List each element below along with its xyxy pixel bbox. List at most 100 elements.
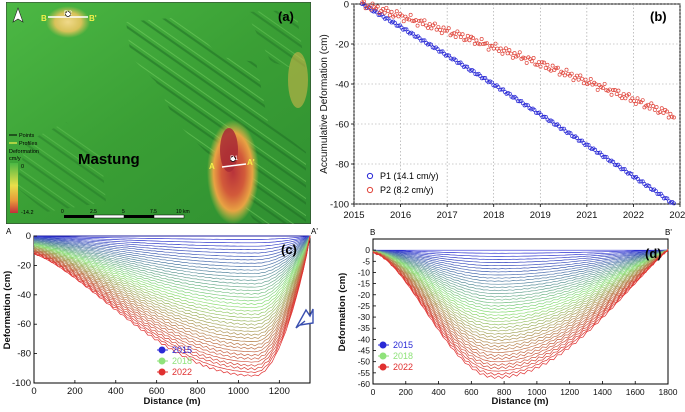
- legend-label-p1: P1 (14.1 cm/y): [380, 171, 439, 181]
- scale-2.5: 2.5: [90, 209, 97, 215]
- p2-point: [550, 63, 555, 68]
- p1-point: [671, 201, 676, 206]
- profile-line: [33, 236, 311, 285]
- p2-point: [450, 31, 455, 36]
- profile-line: [372, 249, 669, 304]
- profile-line: [33, 235, 311, 295]
- p2-point: [387, 13, 392, 18]
- mountain-ridges: [126, 17, 306, 224]
- p2-point: [443, 28, 448, 33]
- p1-point: [411, 31, 415, 36]
- profile-lines-d: [372, 248, 669, 379]
- x-ticks-d: 0 200 400 600 800 1000 1200 1400 1600 1800: [371, 381, 678, 397]
- p2-point: [413, 18, 418, 23]
- p2-point: [393, 13, 398, 18]
- deformation-zone-ne: [288, 52, 308, 108]
- p1-point: [499, 87, 504, 92]
- p2-point: [465, 33, 470, 38]
- p2-point: [436, 25, 441, 30]
- legend-d-marker-2018: [379, 352, 387, 360]
- p1-point: [603, 154, 607, 159]
- profile-line: [33, 235, 311, 360]
- p2-point: [439, 31, 444, 36]
- profile-line: [372, 250, 669, 335]
- x-tick-label: 2023: [669, 210, 685, 221]
- point-p2-label: P2: [64, 10, 72, 17]
- p2-point: [540, 60, 545, 65]
- profile-line: [34, 235, 311, 357]
- map-canvas: P1 P2 A A' B B' Mastung (a) Points Profi…: [5, 1, 312, 225]
- p1-point: [639, 179, 644, 184]
- p2-point: [609, 92, 614, 97]
- p2-point: [427, 22, 432, 26]
- y-tick-label: -20: [17, 260, 31, 271]
- p2-point: [474, 38, 479, 43]
- p2-point: [535, 62, 540, 67]
- profile-d-end: B': [665, 228, 672, 237]
- p1-point: [384, 16, 389, 21]
- p1-point: [420, 38, 425, 43]
- p1-point: [438, 49, 443, 54]
- p2-point: [460, 32, 465, 37]
- p1-point: [586, 143, 591, 148]
- p1-point: [360, 2, 365, 6]
- p2-point: [611, 88, 616, 93]
- x-tick-label: 1800: [659, 387, 678, 397]
- p1-point: [465, 64, 470, 69]
- points-b: [360, 0, 676, 206]
- legend-c-2018: 2018: [172, 356, 192, 366]
- profile-line: [33, 235, 311, 261]
- profile-line: [33, 235, 311, 319]
- profile-line: [372, 249, 668, 257]
- profile-line: [372, 249, 669, 329]
- profile-line: [33, 235, 311, 271]
- p2-point: [464, 37, 469, 42]
- profile-c-start: A: [6, 227, 12, 236]
- profile-line: [33, 235, 311, 340]
- p2-point: [531, 56, 536, 60]
- p2-point: [666, 115, 671, 120]
- legend-marker-p1: [366, 172, 374, 180]
- y-tick-label: -60: [335, 120, 349, 131]
- y-tick-label: -40: [358, 334, 371, 344]
- p2-point: [658, 110, 662, 114]
- p2-point: [602, 81, 607, 86]
- p2-point: [488, 43, 493, 48]
- x-ticks-b: 2015 2016 2017 2018 2019 2021 2022 2023: [343, 204, 685, 221]
- p2-point: [554, 66, 559, 71]
- p1-point: [575, 136, 580, 141]
- legend-min: -14.2: [21, 210, 34, 216]
- p1-point: [596, 150, 601, 155]
- legend-d-2022: 2022: [393, 362, 413, 372]
- p1-point: [524, 102, 529, 107]
- p2-point: [417, 18, 422, 23]
- y-axis-label-b: Accumulative Deformation (cm): [319, 34, 330, 173]
- profile-line: [372, 250, 669, 313]
- p2-point: [595, 87, 600, 92]
- profile-b-end-label: B': [89, 14, 97, 23]
- p2-point: [484, 41, 489, 46]
- p1-point: [514, 96, 519, 101]
- x-tick-label: 2022: [623, 210, 644, 221]
- p2-point: [529, 59, 534, 64]
- profile-line: [373, 249, 669, 270]
- p2-point: [406, 17, 411, 22]
- p2-point: [422, 18, 427, 23]
- y-tick-label: -60: [17, 319, 31, 330]
- x-tick-label: 1000: [527, 387, 546, 397]
- profile-line: [33, 235, 311, 247]
- profile-line: [372, 250, 669, 372]
- p2-point: [623, 96, 628, 101]
- profile-line: [33, 236, 311, 353]
- profile-line: [372, 248, 669, 367]
- p1-point: [614, 163, 619, 168]
- p1-point: [542, 114, 547, 119]
- profile-line: [372, 249, 669, 267]
- profile-a-end-label: A': [247, 158, 255, 167]
- y-tick-label: 0: [26, 231, 31, 242]
- panel-a-label: (a): [278, 9, 294, 24]
- y-axis-label-d: Deformation (cm): [337, 273, 348, 352]
- x-tick-label: 2016: [390, 210, 411, 221]
- profile-line: [33, 236, 311, 332]
- p1-point: [463, 64, 468, 69]
